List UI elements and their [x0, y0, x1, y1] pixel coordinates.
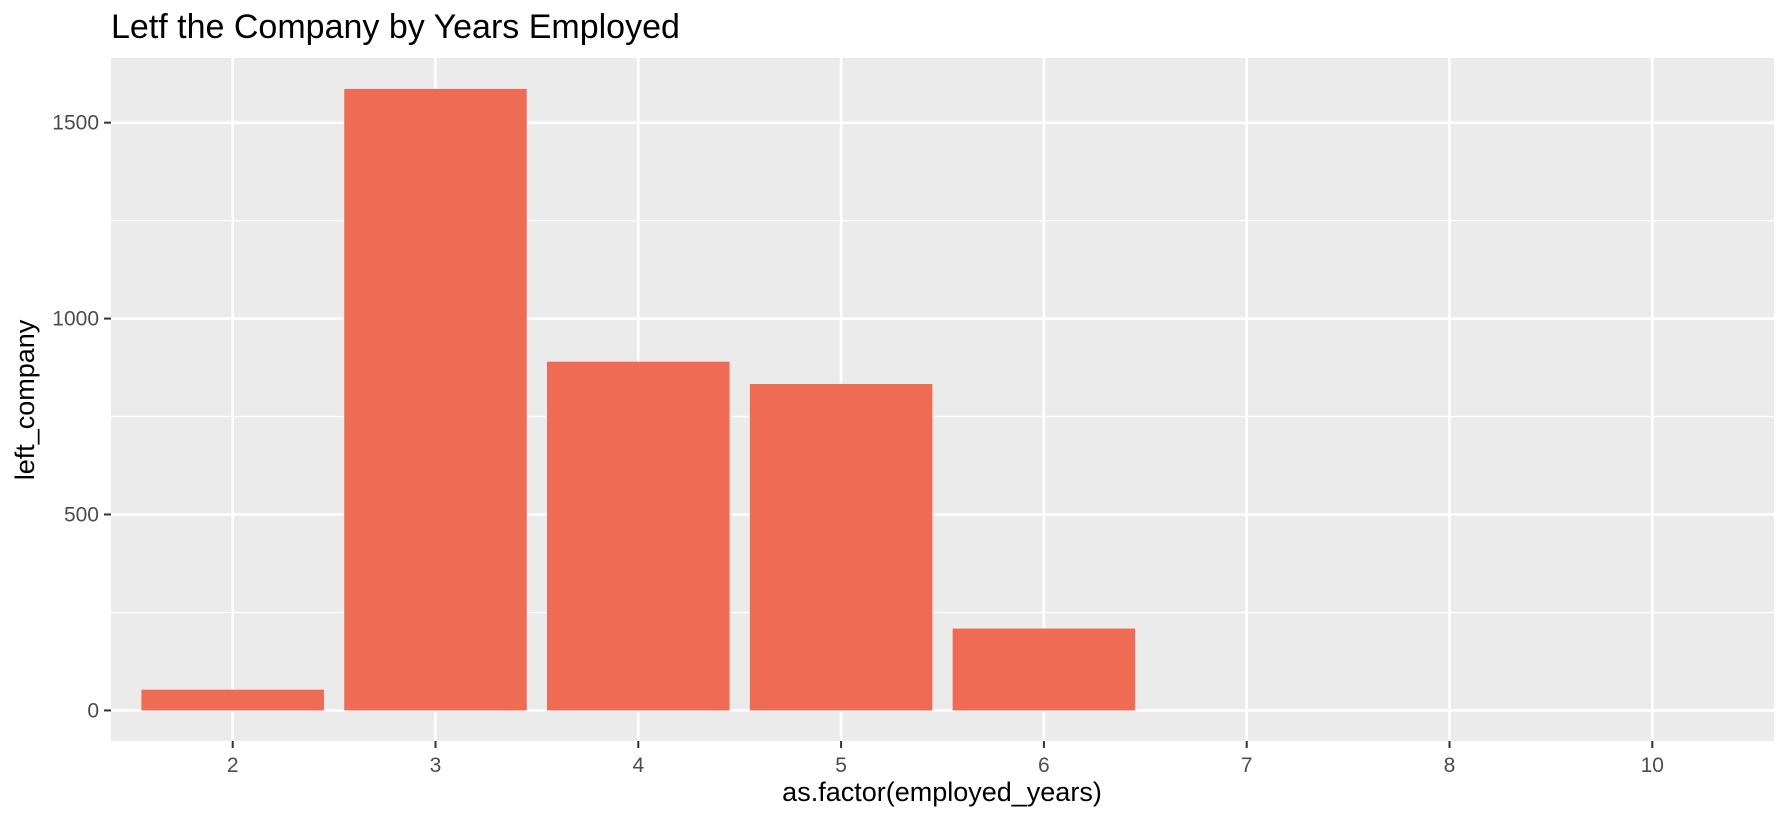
- y-axis-title: left_company: [10, 319, 40, 480]
- x-tick-label: 3: [430, 754, 442, 777]
- bar: [141, 689, 324, 711]
- x-tick-label: 6: [1038, 754, 1050, 777]
- x-tick-label: 5: [835, 754, 847, 777]
- x-axis-title: as.factor(employed_years): [782, 777, 1102, 807]
- x-axis: 2 3 4 5 6 7 8 10: [227, 741, 1664, 777]
- bar: [749, 384, 933, 711]
- y-axis: 0 500 1000 1500: [52, 112, 111, 722]
- bar: [547, 361, 730, 711]
- bars: [141, 88, 1136, 711]
- x-tick-label: 2: [227, 754, 239, 777]
- chart-title: Letf the Company by Years Employed: [111, 8, 680, 46]
- x-tick-label: 8: [1444, 754, 1456, 777]
- x-tick-label: 4: [632, 754, 644, 777]
- y-tick-label: 0: [87, 699, 99, 722]
- bar: [344, 88, 527, 711]
- bar: [952, 628, 1136, 711]
- y-tick-label: 1500: [52, 112, 99, 135]
- y-tick-label: 1000: [52, 308, 99, 331]
- x-tick-label: 7: [1241, 754, 1253, 777]
- y-tick-label: 500: [64, 504, 99, 527]
- x-tick-label: 10: [1641, 754, 1664, 777]
